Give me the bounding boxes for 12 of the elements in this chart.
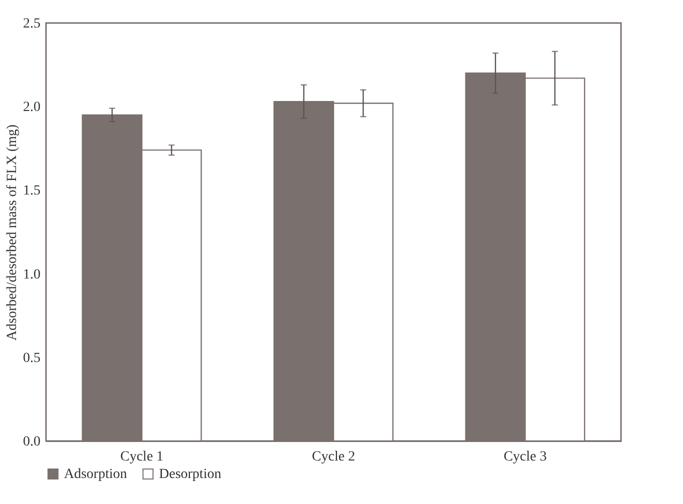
legend-label: Adsorption: [64, 467, 127, 482]
y-tick-label: 0.0: [23, 434, 40, 450]
y-axis-title: Adsorbed/desorbed mass of FLX (mg): [5, 124, 20, 341]
y-tick-label: 2.5: [23, 16, 40, 32]
y-tick-label: 0.5: [23, 350, 40, 366]
y-tick-label: 1.0: [23, 267, 40, 282]
legend-label: Desorption: [159, 467, 222, 482]
x-tick-label: Cycle 1: [120, 450, 164, 464]
x-tick-label: Cycle 3: [504, 450, 547, 464]
y-tick-label: 1.5: [23, 184, 40, 199]
y-tick-label: 2.0: [23, 100, 40, 116]
x-tick-label: Cycle 2: [312, 450, 356, 464]
